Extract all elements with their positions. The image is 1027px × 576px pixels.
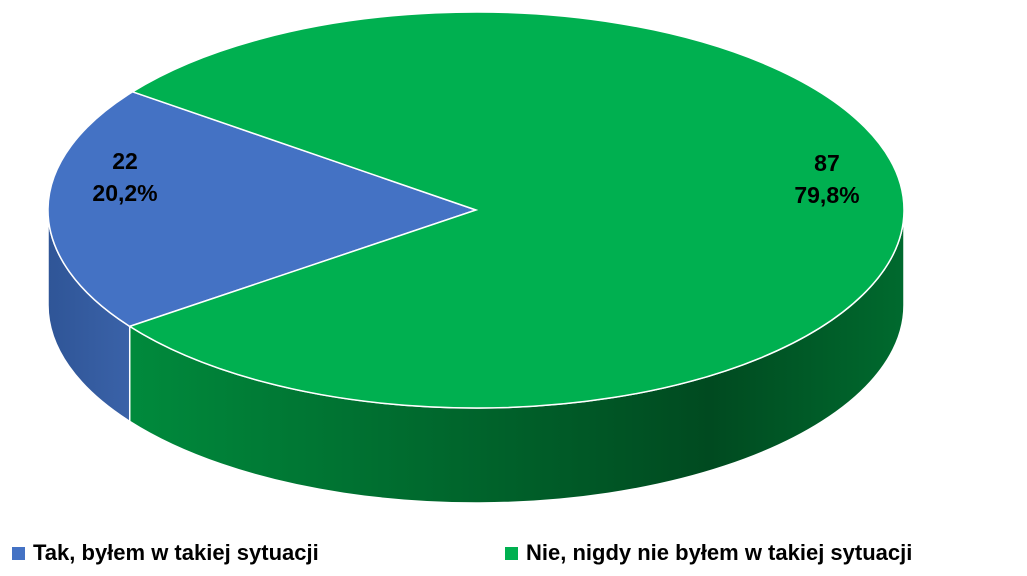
value-label: 87	[814, 150, 840, 176]
percentage-label: 20,2%	[92, 180, 157, 206]
legend-swatch	[12, 547, 25, 560]
legend-swatch	[505, 547, 518, 560]
pie-slice	[128, 11, 905, 409]
legend-label: Nie, nigdy nie byłem w takiej sytuacji	[526, 540, 912, 565]
percentage-label: 79,8%	[794, 182, 859, 208]
value-label: 22	[112, 148, 138, 174]
pie-slice	[47, 90, 479, 328]
legend-label: Tak, byłem w takiej sytuacji	[33, 540, 319, 565]
